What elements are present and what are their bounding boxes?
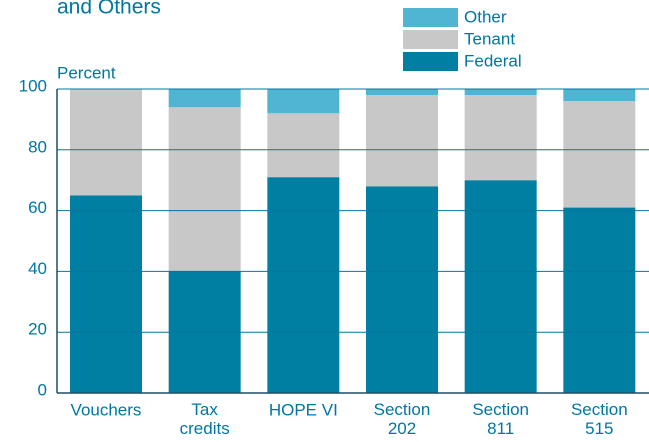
legend-label: Other — [464, 7, 507, 26]
x-tick-label: Section 515 — [571, 400, 628, 438]
x-tick-label: Section 202 — [374, 400, 431, 438]
bar-segment — [464, 95, 537, 181]
y-tick-label: 100 — [19, 76, 47, 95]
legend-label: Federal — [464, 51, 522, 70]
bar-segment — [366, 186, 438, 393]
y-tick-label: 20 — [28, 320, 47, 339]
x-tick-label: Tax credits — [180, 400, 230, 438]
bar-segment — [267, 177, 340, 393]
bar-segment — [366, 95, 438, 187]
bar-segment — [563, 207, 636, 393]
bar-segment — [70, 195, 142, 393]
bar-segment — [70, 89, 142, 196]
bar-segment — [563, 101, 636, 208]
bar-segment — [464, 89, 537, 96]
bar-segment — [366, 89, 438, 96]
y-tick-label: 60 — [28, 198, 47, 217]
legend-swatch — [403, 52, 458, 71]
y-tick-label: 40 — [28, 259, 47, 278]
y-tick-label: 80 — [28, 137, 47, 156]
y-axis-label: Percent — [57, 63, 116, 82]
bar-segment — [267, 113, 340, 178]
legend-label: Tenant — [464, 29, 515, 48]
bar-segment — [563, 89, 636, 102]
x-tick-label: HOPE VI — [269, 400, 338, 419]
x-tick-label: Vouchers — [71, 400, 142, 419]
bar-segment — [464, 180, 537, 393]
y-tick-label: 0 — [38, 380, 47, 399]
legend-swatch — [403, 30, 458, 49]
chart-title: and Others — [57, 0, 161, 19]
legend-swatch — [403, 8, 458, 27]
x-tick-label: Section 811 — [472, 400, 529, 438]
bar-segment — [168, 107, 241, 272]
bar-segment — [267, 89, 340, 114]
bar-segment — [168, 89, 241, 108]
